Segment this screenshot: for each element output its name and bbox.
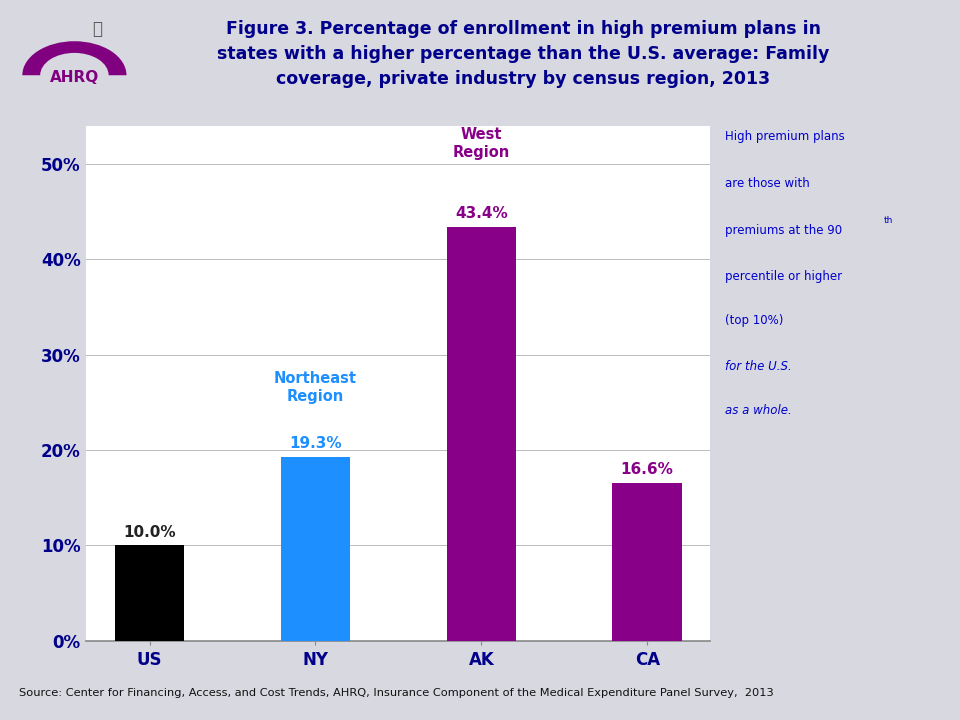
Bar <box>115 546 184 641</box>
Wedge shape <box>22 41 127 76</box>
Text: th: th <box>883 216 893 225</box>
Text: West
Region: West Region <box>453 127 510 161</box>
Text: as a whole.: as a whole. <box>725 404 792 417</box>
Text: Source: Center for Financing, Access, and Cost Trends, AHRQ, Insurance Component: Source: Center for Financing, Access, an… <box>19 688 774 698</box>
Text: 16.6%: 16.6% <box>621 462 674 477</box>
Bar <box>280 456 350 641</box>
Text: 19.3%: 19.3% <box>289 436 342 451</box>
Text: High premium plans: High premium plans <box>725 130 845 143</box>
Text: are those with: are those with <box>725 177 809 190</box>
Text: 🦅: 🦅 <box>92 19 102 37</box>
Text: Figure 3. Percentage of enrollment in high premium plans in
states with a higher: Figure 3. Percentage of enrollment in hi… <box>217 20 829 88</box>
Text: 43.4%: 43.4% <box>455 207 508 221</box>
Text: (top 10%): (top 10%) <box>725 314 783 327</box>
Text: 10.0%: 10.0% <box>123 525 176 540</box>
Bar <box>612 482 682 641</box>
Text: percentile or higher: percentile or higher <box>725 270 842 283</box>
Text: premiums at the 90: premiums at the 90 <box>725 225 842 238</box>
Text: AHRQ: AHRQ <box>50 70 99 85</box>
Text: Northeast
Region: Northeast Region <box>274 371 357 405</box>
Bar <box>446 227 516 641</box>
Text: for the U.S.: for the U.S. <box>725 360 792 373</box>
